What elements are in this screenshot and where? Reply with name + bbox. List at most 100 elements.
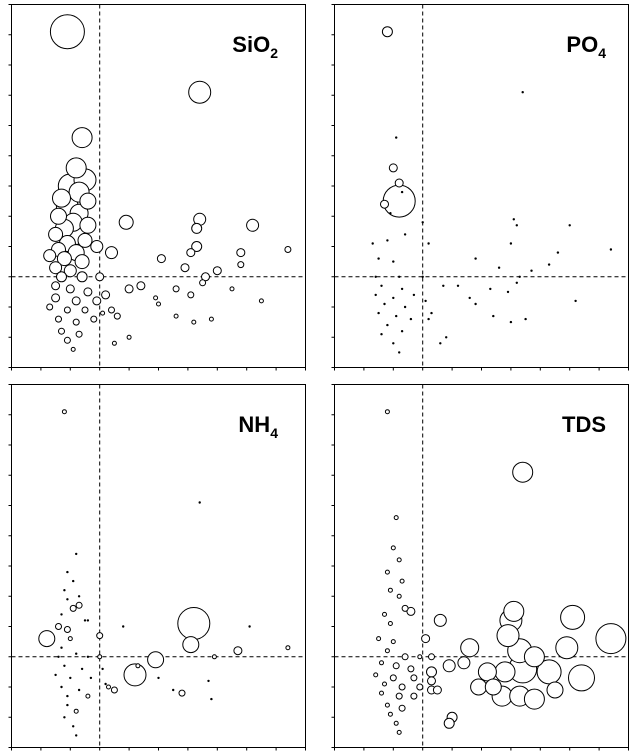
data-point: [384, 409, 390, 415]
data-points: [371, 26, 613, 354]
data-point: [172, 688, 175, 692]
data-point: [86, 619, 90, 622]
data-point: [191, 319, 197, 325]
data-point: [427, 242, 430, 245]
data-point: [100, 310, 106, 316]
data-point: [380, 284, 383, 287]
data-point: [407, 665, 415, 673]
data-point: [389, 212, 392, 215]
data-point: [90, 240, 104, 253]
data-point: [494, 661, 516, 683]
data-point: [388, 163, 398, 173]
data-point: [61, 409, 67, 415]
data-point: [417, 654, 423, 660]
data-point: [400, 330, 404, 333]
data-point: [50, 207, 67, 225]
data-point: [63, 264, 77, 278]
data-point: [382, 611, 387, 617]
data-point: [400, 287, 404, 291]
data-point: [77, 595, 81, 598]
data-point: [456, 284, 460, 287]
data-point: [421, 221, 424, 224]
data-point: [409, 317, 413, 321]
data-point: [76, 271, 88, 283]
data-point: [66, 570, 69, 574]
data-point: [387, 587, 393, 593]
data-point: [379, 690, 384, 696]
data-point: [156, 254, 166, 264]
data-point: [574, 299, 577, 303]
data-point: [73, 708, 79, 714]
data-point: [383, 302, 386, 306]
data-point: [379, 660, 384, 666]
data-point: [66, 703, 69, 707]
data-point: [390, 545, 396, 551]
data-point: [398, 275, 401, 278]
panel-title: SiO2: [232, 32, 278, 61]
data-point: [104, 682, 107, 686]
data-point: [75, 601, 83, 609]
data-point: [394, 178, 404, 188]
data-point: [108, 306, 115, 314]
data-point: [374, 275, 377, 278]
data-point: [609, 248, 613, 251]
data-point: [384, 702, 390, 708]
data-point: [187, 291, 195, 299]
data-point: [191, 222, 203, 234]
data-point: [77, 232, 93, 248]
data-points: [373, 409, 627, 735]
data-point: [285, 645, 291, 651]
data-point: [421, 634, 431, 644]
data-point: [468, 296, 471, 300]
data-point: [122, 625, 125, 628]
data-point: [49, 261, 63, 275]
data-point: [236, 248, 246, 258]
data-point: [89, 676, 93, 680]
data-point: [392, 260, 395, 263]
data-point: [72, 579, 75, 583]
data-point: [546, 681, 564, 699]
data-point: [63, 589, 66, 592]
data-point: [474, 257, 477, 260]
data-point: [403, 305, 407, 309]
data-point: [396, 593, 402, 599]
data-point: [156, 301, 161, 307]
data-point: [457, 656, 471, 670]
data-point: [398, 704, 406, 712]
data-point: [95, 272, 105, 282]
data-point: [489, 287, 492, 291]
data-point: [79, 192, 97, 210]
data-point: [63, 626, 71, 633]
data-point: [284, 246, 292, 253]
data-point: [83, 287, 93, 297]
data-point: [428, 653, 435, 661]
data-point: [387, 621, 393, 626]
data-point: [426, 666, 437, 678]
data-point: [147, 651, 165, 669]
data-point: [212, 266, 222, 276]
data-point: [377, 311, 380, 315]
data-point: [432, 685, 442, 695]
data-point: [66, 598, 69, 601]
data-point: [568, 664, 595, 692]
data-point: [395, 136, 398, 139]
data-point: [484, 678, 502, 696]
axis-ticks: [8, 4, 306, 371]
data-point: [83, 619, 87, 622]
data-point: [118, 214, 134, 230]
data-point: [65, 157, 87, 179]
data-point: [386, 323, 389, 327]
data-point: [101, 290, 111, 300]
data-point: [191, 241, 203, 252]
data-point: [51, 293, 61, 303]
plot-frame: [11, 384, 306, 748]
data-point: [518, 275, 521, 278]
data-point: [69, 676, 72, 680]
data-point: [105, 246, 118, 260]
data-point: [410, 674, 418, 682]
data-point: [177, 607, 211, 640]
data-point: [380, 333, 383, 336]
data-point: [393, 720, 399, 726]
chart-panel-nh4: NH4: [8, 384, 306, 751]
data-point: [55, 315, 62, 323]
